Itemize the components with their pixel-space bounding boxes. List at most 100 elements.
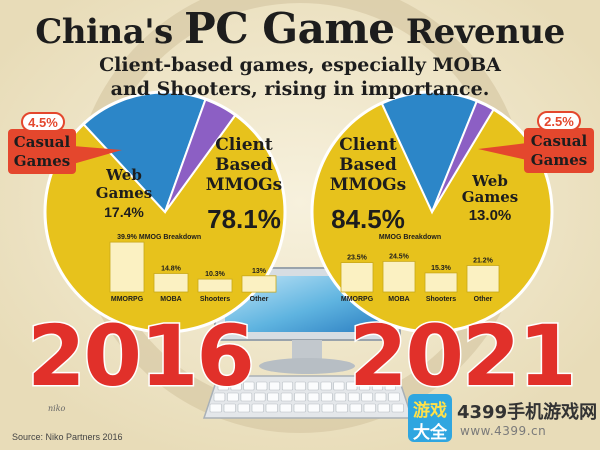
pie-rim [43, 90, 287, 334]
client-label-word: MMOGs [206, 175, 283, 195]
callout-casual-2021: 2.5% Casual Games [478, 111, 594, 173]
keyboard-key [320, 381, 332, 391]
keyboard-key [346, 381, 358, 391]
keyboard-key [361, 392, 373, 402]
keyboard-key [363, 403, 376, 413]
keyboard-key [209, 403, 222, 413]
mmog-breakdown-title: MMOG Breakdown [379, 234, 441, 241]
casual-2016-percent: 4.5% [28, 115, 58, 130]
keyboard-key [251, 403, 264, 413]
casual-2021-percent: 2.5% [544, 114, 574, 129]
keyboard-key [335, 403, 348, 413]
page-title: China's PC Game Revenue [0, 4, 600, 53]
breakdown-bar [466, 265, 500, 293]
breakdown-value-label: 24.5% [389, 253, 410, 260]
breakdown-category-label: Shooters [200, 296, 230, 303]
client-percent-label: 78.1% [207, 204, 281, 234]
keyboard-key [347, 392, 360, 402]
keyboard-key [230, 381, 242, 391]
breakdown-bar [424, 272, 458, 293]
breakdown-value-label: 13% [252, 268, 267, 275]
breakdown-value-label: 23.5% [347, 255, 368, 262]
callout-casual-2016: 4.5% Casual Games [8, 112, 122, 174]
pie-rim [310, 90, 554, 334]
web-percent-label: 17.4% [104, 204, 144, 220]
breakdown-category-label: Other [250, 296, 269, 303]
casual-2021-label-1: Casual [531, 132, 588, 150]
breakdown-bar [153, 273, 189, 293]
keyboard-key [240, 392, 253, 402]
keyboard-key [237, 403, 250, 413]
keyboard-key [349, 403, 362, 413]
breakdown-value-label: 21.2% [473, 258, 494, 265]
client-label-word: Client [215, 135, 273, 155]
title-part3: Revenue [405, 12, 565, 52]
keyboard-key [223, 403, 236, 413]
web-label-word: Web [105, 166, 142, 184]
web-label-word: Web [471, 172, 508, 190]
title-part2: PC Game [184, 4, 395, 53]
keyboard-key [294, 392, 306, 402]
keyboard-key [359, 381, 371, 391]
keyboard-key [293, 403, 306, 413]
web-label-word: Games [462, 188, 518, 206]
keyboard-key [384, 381, 396, 391]
mmog-breakdown-title: MMOG Breakdown [139, 234, 201, 241]
source-note: Source: Niko Partners 2016 [12, 432, 123, 442]
client-percent-label: 84.5% [331, 204, 405, 234]
keyboard-key [279, 403, 292, 413]
watermark-url: www.4399.cn [460, 424, 547, 438]
keyboard-key [371, 381, 383, 391]
keyboard-key [227, 392, 239, 402]
keyboard-key [213, 392, 226, 402]
subtitle-line-1: Client-based games, especially MOBA [99, 54, 501, 76]
breakdown-bar [197, 278, 233, 293]
year-label-2021: 2021 [349, 307, 575, 405]
client-label-word: Based [339, 155, 397, 175]
breakdown-bar [382, 260, 416, 293]
watermark-badge: 游戏 大全 [408, 394, 452, 443]
breakdown-value-label: 15.3% [431, 265, 452, 272]
keyboard-key [307, 403, 320, 413]
casual-2021-label-2: Games [531, 151, 587, 169]
web-percent-label: 13.0% [469, 207, 512, 224]
client-label-word: Based [215, 155, 273, 175]
keyboard-key [333, 381, 345, 391]
keyboard-key [265, 403, 278, 413]
keyboard-key [321, 403, 334, 413]
keyboard-key [391, 403, 404, 413]
keyboard-key [307, 381, 319, 391]
niko-logo: niko [48, 404, 66, 413]
year-label-2016: 2016 [27, 307, 253, 405]
breakdown-category-label: MMORPG [111, 296, 144, 303]
keyboard-key [377, 403, 390, 413]
keyboard-key [217, 381, 229, 391]
keyboard-key [280, 392, 293, 402]
watermark-text: 4399手机游戏网 [457, 402, 598, 423]
keyboard-key [321, 392, 333, 402]
breakdown-bar [340, 262, 374, 293]
casual-2016-label-1: Casual [14, 133, 71, 151]
keyboard-key [307, 392, 320, 402]
keyboard-key [254, 392, 266, 402]
keyboard-key [374, 392, 387, 402]
keyboard-key [334, 392, 347, 402]
keyboard-key [294, 381, 306, 391]
breakdown-category-label: MOBA [388, 296, 409, 303]
breakdown-category-label: MOBA [160, 296, 181, 303]
watermark-badge-line2: 大全 [413, 423, 447, 443]
keyboard-key [388, 392, 400, 402]
web-label-word: Games [96, 184, 152, 202]
subtitle-line-2: and Shooters, rising in importance. [110, 78, 490, 100]
breakdown-bar [109, 241, 145, 293]
client-label-word: Client [339, 135, 397, 155]
keyboard-key [243, 381, 255, 391]
breakdown-category-label: Other [474, 296, 493, 303]
title-part1: China's [35, 12, 173, 52]
breakdown-bar [241, 275, 277, 293]
casual-2016-label-2: Games [14, 152, 70, 170]
keyboard-key [281, 381, 293, 391]
